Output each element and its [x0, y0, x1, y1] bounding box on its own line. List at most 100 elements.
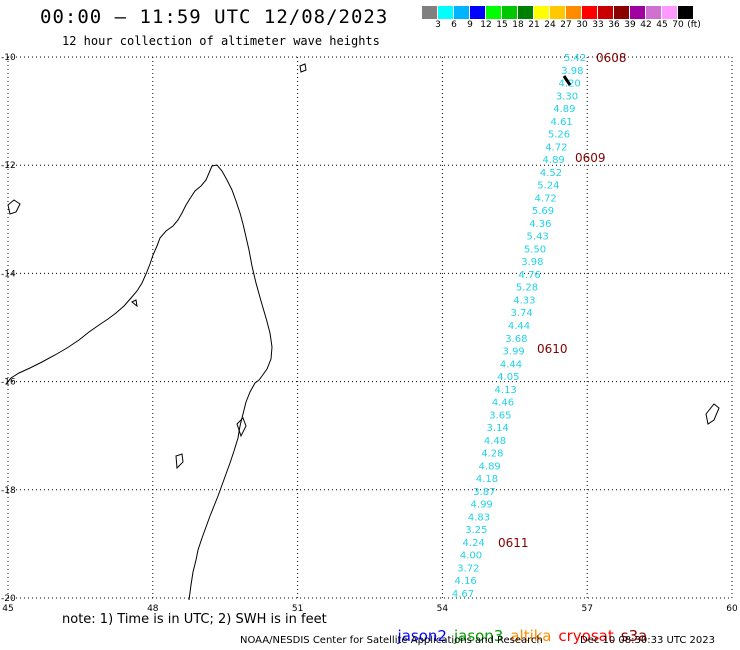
map-frame [8, 57, 732, 598]
colorbar-swatches [422, 6, 740, 19]
colorbar-tick-label: 3 [435, 20, 441, 30]
colorbar-swatch [454, 6, 470, 19]
colorbar-swatch [502, 6, 518, 19]
wave-height-label: 4.44 [508, 321, 530, 332]
colorbar-tick-label: 39 [624, 20, 636, 30]
wave-height-label: 5.43 [527, 232, 549, 243]
track-time-label: 0611 [498, 536, 529, 550]
latitude-label: -12 [1, 161, 16, 171]
wave-height-label: 3.65 [489, 410, 511, 421]
colorbar-swatch [646, 6, 662, 19]
track-start-marker [562, 75, 572, 86]
colorbar-labels: 3 6 9 12 15 18 21 24 27 30 33 36 39 42 45 70 (ft) [422, 19, 740, 31]
colorbar-swatch [598, 6, 614, 19]
wave-height-label: 4.89 [543, 155, 565, 166]
colorbar-tick-label: 27 [560, 20, 572, 30]
wave-height-label: 3.72 [457, 563, 479, 574]
islet-3 [236, 417, 247, 438]
wave-height-label: 4.76 [519, 270, 541, 281]
madagascar-coastline [5, 164, 273, 601]
colorbar-tick-label: 42 [640, 20, 652, 30]
wave-height-label: 4.52 [540, 168, 562, 179]
wave-height-label: 4.18 [476, 474, 498, 485]
footer-timestamp: Dec 10 08:30:33 UTC 2023 [580, 635, 715, 646]
colorbar-tick-label: 36 [608, 20, 620, 30]
wave-height-label: 5.26 [548, 130, 570, 141]
colorbar-swatch [550, 6, 566, 19]
latitude-label: -14 [1, 269, 16, 279]
wave-height-label: 4.46 [492, 398, 514, 409]
wave-height-label: 4.33 [513, 295, 535, 306]
colorbar-swatch [678, 6, 694, 19]
colorbar-legend: 3 6 9 12 15 18 21 24 27 30 33 36 39 42 45 70 (ft) [422, 6, 740, 31]
wave-height-label: 3.87 [473, 487, 495, 498]
colorbar-swatch [566, 6, 582, 19]
wave-height-label: 4.48 [484, 436, 506, 447]
colorbar-tick-label: 6 [451, 20, 457, 30]
wave-height-label: 4.24 [463, 538, 485, 549]
colorbar-tick-label: 24 [544, 20, 556, 30]
wave-height-label: 3.98 [521, 257, 543, 268]
longitude-label: 54 [437, 604, 449, 614]
colorbar-swatch [534, 6, 550, 19]
colorbar-swatch [662, 6, 678, 19]
mission-jason3: jason3 [453, 627, 504, 645]
colorbar-tick-label: 70 [672, 20, 684, 30]
islet-2 [175, 453, 184, 470]
wave-height-label: 3.30 [556, 91, 578, 102]
wave-height-label: 4.67 [452, 589, 474, 600]
longitude-label: 57 [581, 604, 592, 614]
islet-4 [299, 63, 307, 73]
wave-height-label: 4.83 [468, 512, 490, 523]
wave-height-label: 3.98 [561, 66, 583, 77]
time-labels: 0608 0609 0610 0611 [498, 51, 627, 550]
coastline [5, 63, 720, 601]
wave-height-label: 4.89 [553, 104, 575, 115]
page-title: 00:00 – 11:59 UTC 12/08/2023 [40, 6, 389, 28]
wave-height-label: 5.69 [532, 206, 554, 217]
mission-cryosat: cryosat [558, 627, 614, 645]
wave-height-label: 5.24 [537, 181, 559, 192]
wave-height-label: 4.72 [545, 142, 567, 153]
wave-height-label: 5.28 [516, 283, 538, 294]
colorbar-swatch [614, 6, 630, 19]
islet-5 [705, 403, 720, 425]
wave-height-label: 5.42 [564, 53, 586, 64]
wave-height-label: 4.36 [529, 219, 551, 230]
colorbar-tick-label: 18 [512, 20, 524, 30]
mission-jason2: jason2 [397, 627, 447, 645]
colorbar-swatch [630, 6, 646, 19]
wave-height-label: 3.14 [487, 423, 509, 434]
page-subtitle: 12 hour collection of altimeter wave hei… [62, 34, 380, 48]
colorbar-swatch [582, 6, 598, 19]
colorbar-unit: (ft) [687, 20, 701, 30]
mission-s3a: s3a [620, 627, 648, 645]
track-time-label: 0609 [575, 151, 606, 165]
longitude-label: 60 [726, 604, 738, 614]
wave-height-label: 4.00 [460, 551, 482, 562]
mission-legend: jason2 jason3 altika cryosat s3a [388, 609, 654, 645]
colorbar-swatch [438, 6, 454, 19]
latitude-label: -20 [1, 594, 16, 604]
islet-6 [131, 299, 138, 308]
colorbar-tick-label: 21 [528, 20, 540, 30]
colorbar-tick-label: 9 [467, 20, 473, 30]
wave-height-label: 4.05 [497, 372, 519, 383]
latitude-label: -18 [1, 486, 16, 496]
wave-height-label: 3.99 [503, 347, 525, 358]
latitude-label: -16 [1, 378, 16, 388]
colorbar-swatch [518, 6, 534, 19]
wave-height-label: 4.16 [455, 576, 477, 587]
wave-height-label: 4.89 [479, 461, 501, 472]
longitude-label: 51 [292, 604, 303, 614]
wave-height-label: 4.44 [500, 359, 522, 370]
track-time-label: 0610 [537, 342, 568, 356]
wave-height-label: 3.68 [505, 334, 527, 345]
colorbar-tick-label: 33 [592, 20, 604, 30]
wave-height-label: 4.61 [551, 117, 573, 128]
islet-1 [7, 199, 21, 215]
units-note: note: 1) Time is in UTC; 2) SWH is in fe… [62, 612, 327, 627]
wave-height-label: 4.72 [535, 193, 557, 204]
altimeter-track: 5.423.984.203.304.894.615.264.724.894.52… [452, 53, 586, 600]
